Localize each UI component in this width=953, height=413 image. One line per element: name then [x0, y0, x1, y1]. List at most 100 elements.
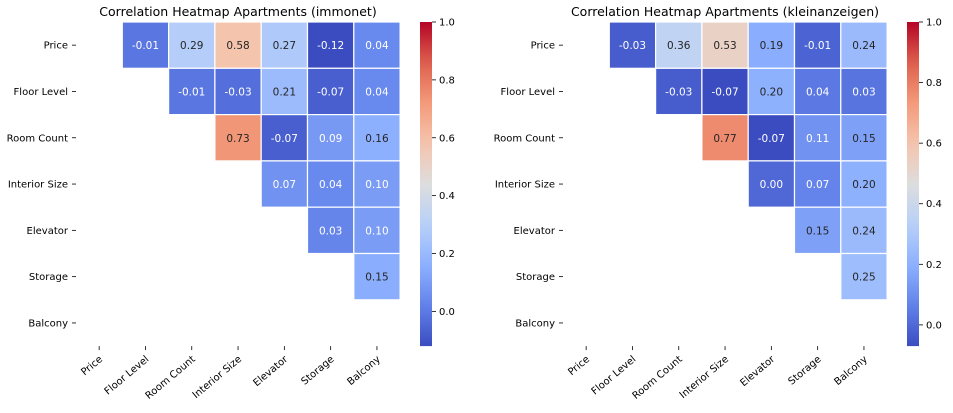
- colorbar: [420, 22, 432, 347]
- heatmap-cell: [793, 67, 842, 116]
- heatmap-cell: [701, 67, 749, 116]
- chart-title: Correlation Heatmap Apartments (immonet): [99, 4, 376, 19]
- colorbar-tick-label: 0.8: [926, 78, 942, 89]
- colorbar-tick-label: 0.2: [926, 260, 942, 271]
- heatmap-cell: [840, 113, 888, 162]
- cell-value-label: 0.10: [365, 179, 388, 191]
- heatmap-cell: [214, 67, 262, 116]
- cell-value-label: -0.07: [317, 86, 344, 98]
- chart-title: Correlation Heatmap Apartments (kleinanz…: [571, 4, 879, 19]
- cell-value-label: 0.77: [713, 133, 736, 145]
- x-tick-label: Balcony: [345, 354, 382, 388]
- cell-value-label: 0.21: [273, 86, 296, 98]
- heatmap-cell: [840, 21, 888, 69]
- heatmap-cell: [840, 252, 888, 301]
- heatmap-cell: [747, 67, 796, 116]
- heatmap-cell: [306, 113, 355, 162]
- y-tick-label: Elevator: [514, 226, 556, 237]
- y-tick-label: Room Count: [7, 133, 68, 144]
- cell-value-label: -0.07: [758, 133, 785, 145]
- x-tick-label: Price: [566, 354, 592, 378]
- cell-value-label: -0.01: [804, 40, 831, 52]
- y-tick-label: Interior Size: [495, 180, 555, 191]
- y-tick-label: Floor Level: [501, 87, 555, 98]
- cell-value-label: 0.03: [852, 86, 875, 98]
- y-tick-label: Balcony: [515, 318, 555, 329]
- heatmap-cell: [840, 160, 888, 208]
- x-tick-label: Price: [79, 354, 105, 378]
- heatmap-cell: [747, 160, 796, 208]
- heatmap-cell: [121, 21, 170, 69]
- cell-value-label: -0.03: [619, 40, 646, 52]
- y-tick-label: Price: [44, 41, 68, 52]
- heatmap-cell: [793, 160, 842, 208]
- x-tick-label: Interior Size: [678, 354, 731, 401]
- heatmap-cell: [793, 206, 842, 255]
- cell-value-label: 0.15: [852, 133, 875, 145]
- cell-value-label: 0.10: [365, 225, 388, 237]
- heatmap-cell: [353, 206, 401, 255]
- y-tick-label: Room Count: [494, 133, 555, 144]
- heatmap-cell: [260, 160, 309, 208]
- colorbar: [907, 22, 919, 347]
- cell-value-label: 0.11: [806, 133, 829, 145]
- colorbar-tick-label: 0.4: [439, 191, 455, 202]
- heatmap-cell: [214, 113, 262, 162]
- x-tick-label: Floor Level: [103, 354, 152, 397]
- cell-value-label: 0.73: [226, 133, 249, 145]
- y-tick-label: Interior Size: [8, 180, 68, 191]
- colorbar-tick-label: 0.0: [926, 320, 942, 331]
- y-tick-label: Floor Level: [14, 87, 68, 98]
- cell-value-label: 0.04: [319, 179, 343, 191]
- colorbar-tick-label: 0.4: [926, 199, 942, 210]
- y-tick-label: Elevator: [27, 226, 69, 237]
- y-tick-label: Balcony: [28, 318, 68, 329]
- cell-value-label: -0.12: [317, 40, 344, 52]
- cell-value-label: 0.58: [226, 40, 249, 52]
- x-tick-label: Room Count: [144, 354, 198, 402]
- x-tick-label: Storage: [300, 354, 337, 388]
- cell-value-label: 0.04: [365, 40, 389, 52]
- y-tick-label: Storage: [29, 272, 68, 283]
- heatmap-panel-1: Correlation Heatmap Apartments (immonet)…: [7, 4, 455, 402]
- cell-value-label: -0.01: [178, 86, 205, 98]
- x-tick-label: Room Count: [631, 354, 685, 402]
- x-tick-label: Interior Size: [191, 354, 244, 401]
- heatmap-cell: [701, 113, 749, 162]
- cell-value-label: -0.03: [665, 86, 692, 98]
- heatmap-cell: [168, 21, 216, 69]
- cell-value-label: 0.03: [319, 225, 342, 237]
- y-tick-label: Price: [531, 41, 555, 52]
- heatmap-cell: [353, 67, 401, 116]
- colorbar-tick-label: 1.0: [926, 18, 942, 29]
- cell-value-label: 0.20: [760, 86, 783, 98]
- cell-value-label: 0.20: [852, 179, 875, 191]
- colorbar-tick-label: 0.2: [439, 249, 455, 260]
- cell-value-label: -0.07: [271, 133, 298, 145]
- cell-value-label: 0.07: [806, 179, 829, 191]
- cell-value-label: 0.24: [852, 225, 876, 237]
- heatmap-cell: [306, 160, 355, 208]
- x-tick-label: Elevator: [738, 353, 778, 389]
- x-tick-label: Floor Level: [590, 354, 639, 397]
- colorbar-tick-label: 0.8: [439, 75, 455, 86]
- cell-value-label: 0.00: [760, 179, 783, 191]
- cell-value-label: 0.53: [713, 40, 736, 52]
- cell-value-label: 0.15: [806, 225, 829, 237]
- cell-value-label: 0.36: [667, 40, 691, 52]
- colorbar-tick-label: 0.6: [439, 133, 455, 144]
- heatmap-cell: [353, 21, 401, 69]
- cell-value-label: 0.15: [365, 272, 388, 284]
- heatmap-cell: [608, 21, 657, 69]
- x-tick-label: Storage: [787, 354, 824, 388]
- heatmap-cell: [306, 206, 355, 255]
- heatmap-cell: [168, 67, 216, 116]
- cell-value-label: 0.27: [273, 40, 296, 52]
- cell-value-label: 0.04: [365, 86, 389, 98]
- cell-value-label: -0.01: [132, 40, 159, 52]
- colorbar-tick-label: 0.0: [439, 307, 455, 318]
- cell-value-label: 0.07: [273, 179, 296, 191]
- colorbar-tick-label: 1.0: [439, 18, 455, 29]
